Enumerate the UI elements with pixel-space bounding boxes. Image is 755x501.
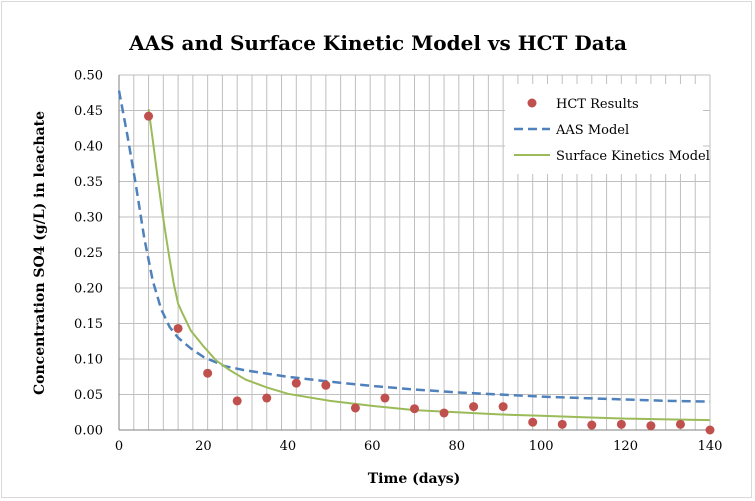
y-tick-label: 0.10 — [74, 353, 103, 368]
hct-data-point — [439, 408, 449, 418]
hct-data-point — [144, 111, 154, 121]
hct-data-point — [587, 420, 597, 430]
hct-data-point — [705, 425, 715, 435]
y-tick-label: 0.45 — [74, 104, 103, 119]
y-tick-label: 0.25 — [74, 246, 103, 261]
chart-title: AAS and Surface Kinetic Model vs HCT Dat… — [128, 31, 627, 55]
legend-marker — [527, 98, 537, 108]
hct-data-point — [469, 402, 479, 412]
hct-data-point — [262, 393, 272, 403]
x-tick-label: 100 — [529, 439, 554, 454]
y-tick-label: 0.40 — [74, 140, 103, 155]
x-axis-label: Time (days) — [368, 471, 460, 487]
x-tick-label: 60 — [364, 439, 381, 454]
legend-label: AAS Model — [555, 123, 629, 138]
y-tick-label: 0.15 — [74, 317, 103, 332]
x-tick-label: 40 — [280, 439, 297, 454]
legend-label: Surface Kinetics Model — [556, 149, 710, 164]
legend-box — [505, 84, 703, 174]
y-axis-label: Concentration SO4 (g/L) in leachate — [32, 111, 48, 395]
y-tick-label: 0.30 — [74, 211, 103, 226]
series — [117, 90, 715, 435]
hct-data-point — [173, 323, 183, 333]
y-tick-label: 0.50 — [74, 69, 103, 84]
hct-data-point — [616, 419, 626, 429]
y-tick-label: 0.35 — [74, 175, 103, 190]
hct-data-point — [321, 380, 331, 390]
hct-data-point — [498, 402, 508, 412]
hct-data-point — [291, 378, 301, 388]
hct-data-point — [528, 417, 538, 427]
y-tick-label: 0.20 — [74, 282, 103, 297]
x-tick-label: 0 — [115, 439, 123, 454]
x-tick-label: 20 — [195, 439, 212, 454]
x-tick-label: 140 — [698, 439, 723, 454]
surface-kinetics-line — [147, 108, 711, 422]
axes: 0.00 0.05 0.10 0.15 0.20 0.25 0.30 0.35 0.40 0.45… — [74, 69, 722, 455]
hct-data-point — [203, 368, 213, 378]
y-tick-label: 0.05 — [74, 388, 103, 403]
y-tick-label: 0.00 — [74, 424, 103, 439]
hct-data-point — [557, 419, 567, 429]
hct-data-point — [646, 421, 656, 431]
hct-data-point — [232, 396, 242, 406]
hct-data-point — [350, 403, 360, 413]
legend-label: HCT Results — [556, 97, 639, 112]
hct-data-point — [380, 393, 390, 403]
x-tick-label: 120 — [613, 439, 638, 454]
x-tick-label: 80 — [448, 439, 465, 454]
hct-data-point — [410, 404, 419, 414]
legend: HCT Results AAS Model Surface Kinetics Mod… — [505, 84, 710, 174]
hct-data-point — [675, 419, 685, 429]
